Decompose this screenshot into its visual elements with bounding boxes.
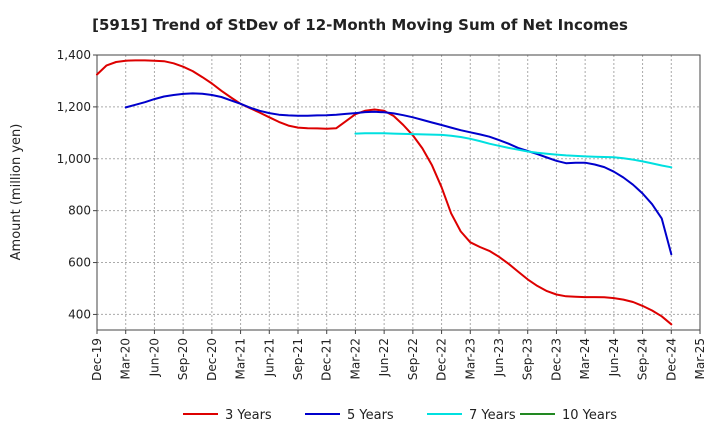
x-tick-label: Mar-24 (578, 338, 592, 379)
x-tick-label: Mar-22 (348, 338, 362, 379)
x-tick-label: Dec-23 (549, 338, 563, 381)
legend-label: 10 Years (562, 408, 617, 423)
legend-label: 7 Years (469, 408, 516, 423)
x-tick-label: Sep-23 (521, 338, 535, 380)
x-tick-label: Mar-21 (234, 338, 248, 379)
x-tick-label: Sep-21 (291, 338, 305, 380)
series-lines (96, 59, 673, 326)
x-tick-label: Sep-24 (636, 338, 650, 380)
y-axis-label: Amount (million yen) (9, 124, 24, 261)
x-tick-label: Jun-23 (492, 338, 506, 377)
x-tick-label: Jun-20 (147, 338, 161, 377)
grid (96, 54, 701, 330)
y-tick-label: 1,400 (57, 48, 91, 62)
legend-label: 3 Years (225, 408, 272, 423)
x-tick-label: Dec-22 (435, 338, 449, 381)
x-tick-label: Dec-19 (90, 338, 104, 381)
x-tick-label: Mar-20 (119, 338, 133, 379)
legend-label: 5 Years (347, 408, 394, 423)
x-axis-ticks: Dec-19 Mar-20 Jun-20 Sep-20 Dec-20 Mar-21 Jun-… (90, 330, 707, 381)
x-tick-label: Sep-20 (176, 338, 190, 380)
legend: 3 Years 5 Years 7 Years 10 Years (183, 408, 617, 423)
y-tick-label: 800 (68, 204, 91, 218)
y-axis-ticks: 400 600 800 1,000 1,200 1,400 (57, 48, 97, 321)
chart-title: [5915] Trend of StDev of 12-Month Moving… (92, 16, 628, 34)
x-tick-label: Dec-24 (664, 338, 678, 381)
series-line-5-years (124, 92, 673, 256)
x-tick-label: Jun-22 (377, 338, 391, 377)
series-line-7-years (354, 132, 673, 169)
x-tick-label: Jun-24 (607, 338, 621, 377)
x-tick-label: Jun-21 (262, 338, 276, 377)
y-tick-label: 400 (68, 307, 91, 321)
y-tick-label: 1,200 (57, 100, 91, 114)
x-tick-label: Dec-21 (320, 338, 334, 381)
x-tick-label: Mar-25 (693, 338, 707, 379)
plot-frame (96, 54, 701, 331)
y-tick-label: 1,000 (57, 152, 91, 166)
series-line-3-years (96, 59, 673, 326)
x-tick-label: Dec-20 (205, 338, 219, 381)
y-tick-label: 600 (68, 256, 91, 270)
x-tick-label: Mar-23 (463, 338, 477, 379)
plot-border (96, 54, 701, 331)
x-tick-label: Sep-22 (406, 338, 420, 380)
